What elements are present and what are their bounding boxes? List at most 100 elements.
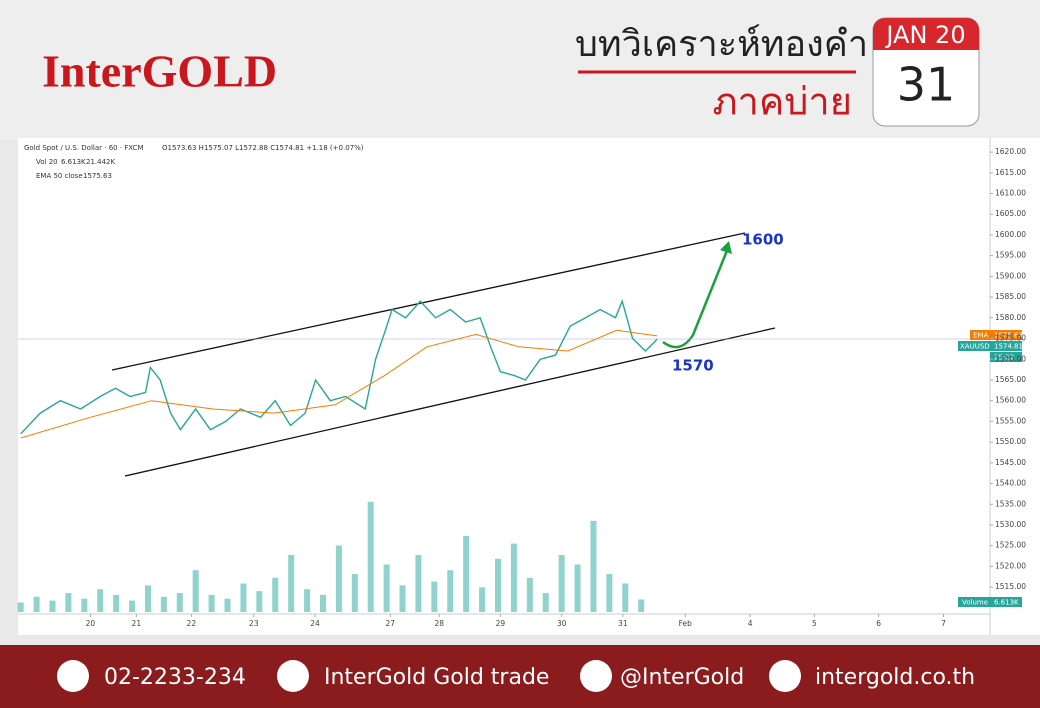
x-tick-label: 22 (187, 619, 197, 628)
web-icon (769, 660, 801, 692)
y-tick-label: 1520.00 (995, 561, 1026, 570)
volume-badge-value: 6.613K (994, 599, 1019, 607)
x-tick-label: 5 (812, 619, 817, 628)
line-icon (580, 660, 612, 692)
x-tick-label: 30 (557, 619, 567, 628)
y-tick-label: 1530.00 (995, 520, 1026, 529)
price-badges: EMA 1575.63 XAUUSD 1574.81 25:22 Volume … (958, 330, 1023, 607)
volume-bar (49, 600, 56, 612)
volume-bar (606, 574, 613, 612)
legend-ema: EMA 50 close (36, 172, 83, 180)
legend: Gold Spot / U.S. Dollar · 60 · FXCM O157… (24, 144, 364, 180)
volume-bar (415, 555, 422, 612)
x-tick-label: 20 (86, 619, 96, 628)
volume-bar (256, 591, 263, 612)
volume-badge-label: Volume (962, 599, 988, 607)
channel-lower (124, 327, 776, 477)
phone: 02-2233-234 (104, 665, 246, 690)
volume-bar (129, 600, 136, 612)
website: intergold.co.th (815, 665, 975, 690)
volume-bar (208, 594, 215, 612)
title: บทวิเคราะห์ทองคำ (575, 24, 868, 65)
x-tick-label: 29 (496, 619, 506, 628)
legend-ohlc: O1573.63 H1575.07 L1572.88 C1574.81 +1.1… (162, 144, 364, 152)
y-tick-label: 1545.00 (995, 458, 1026, 467)
volume-bar (17, 602, 24, 612)
volume-bar (224, 598, 231, 612)
x-tick-label: 21 (132, 619, 142, 628)
subtitle: ภาคบ่าย (712, 80, 852, 124)
y-tick-label: 1525.00 (995, 541, 1026, 550)
y-tick-label: 1565.00 (995, 375, 1026, 384)
volume-bar (622, 583, 629, 612)
timer-badge-value: 25:22 (994, 354, 1014, 362)
phone-icon (57, 660, 89, 692)
legend-vol-value: 6.613K (61, 158, 86, 166)
volume-bar (383, 564, 390, 612)
volume-bar (367, 501, 374, 612)
y-tick-label: 1540.00 (995, 479, 1026, 488)
forecast-arrow (662, 247, 730, 349)
y-tick-label: 1580.00 (995, 313, 1026, 322)
calendar-top (873, 18, 979, 50)
y-tick-label: 1585.00 (995, 292, 1026, 301)
ema-badge (970, 330, 1022, 340)
ema-badge-label: EMA (973, 332, 988, 340)
volume-bar (81, 598, 88, 612)
calendar: JAN 20 31 (872, 17, 980, 127)
volume-bar (399, 585, 406, 612)
y-tick-label: 1590.00 (995, 271, 1026, 280)
price-badge-label: XAUUSD (960, 343, 990, 351)
x-tick-label: 7 (941, 619, 946, 628)
series-line (20, 329, 658, 439)
legend-symbol: Gold Spot / U.S. Dollar · 60 · FXCM (24, 144, 144, 152)
y-tick-label: 1575.00 (995, 334, 1026, 343)
volume-bar (542, 593, 549, 612)
y-tick-label: 1535.00 (995, 499, 1026, 508)
calendar-month: JAN 20 (884, 21, 965, 49)
legend-vol-ma: 21.442K (86, 158, 115, 166)
volume-bar (351, 574, 358, 612)
y-tick-label: 1555.00 (995, 416, 1026, 425)
arrow-head (720, 241, 732, 254)
y-tick-label: 1615.00 (995, 168, 1026, 177)
x-tick-label: Feb (679, 619, 693, 628)
x-tick-label: 27 (386, 619, 396, 628)
volume-bar (447, 570, 454, 612)
price-badge-value: 1574.81 (994, 343, 1023, 351)
volume-bar (638, 599, 645, 612)
y-tick-label: 1600.00 (995, 230, 1026, 239)
volume-bar (176, 593, 183, 612)
volume-bar (526, 577, 533, 612)
brand: InterGOLD (42, 46, 277, 97)
volume-bar (319, 594, 326, 612)
volume-bar (65, 593, 72, 612)
volume-bar (192, 570, 199, 612)
y-tick-label: 1570.00 (995, 354, 1026, 363)
volume-bar (335, 545, 342, 612)
y-tick-label: 1515.00 (995, 582, 1026, 591)
footer: 02-2233-234 InterGold Gold trade @InterG… (0, 645, 1040, 708)
volume-bar (97, 589, 104, 612)
annotation: 1600 (742, 231, 784, 249)
volume-bar (33, 596, 40, 612)
chart-bg (18, 138, 1040, 635)
volume-bar (272, 577, 279, 612)
legend-ema-value: 1575.63 (83, 172, 112, 180)
volume-bar (558, 555, 565, 612)
volume-bar (479, 587, 486, 612)
volume-bar (510, 543, 517, 612)
footer-bg (0, 645, 1040, 708)
calendar-day: 31 (897, 58, 956, 112)
volume-bar (431, 581, 438, 612)
channel-upper (111, 232, 746, 371)
volume-bar (463, 536, 470, 612)
x-tick-label: 28 (434, 619, 444, 628)
series-line (20, 299, 658, 435)
header-bg (0, 0, 1040, 140)
price-badge (958, 341, 1022, 351)
line-id: @InterGold (620, 665, 744, 690)
x-tick-label: 24 (310, 619, 320, 628)
y-tick-label: 1560.00 (995, 396, 1026, 405)
